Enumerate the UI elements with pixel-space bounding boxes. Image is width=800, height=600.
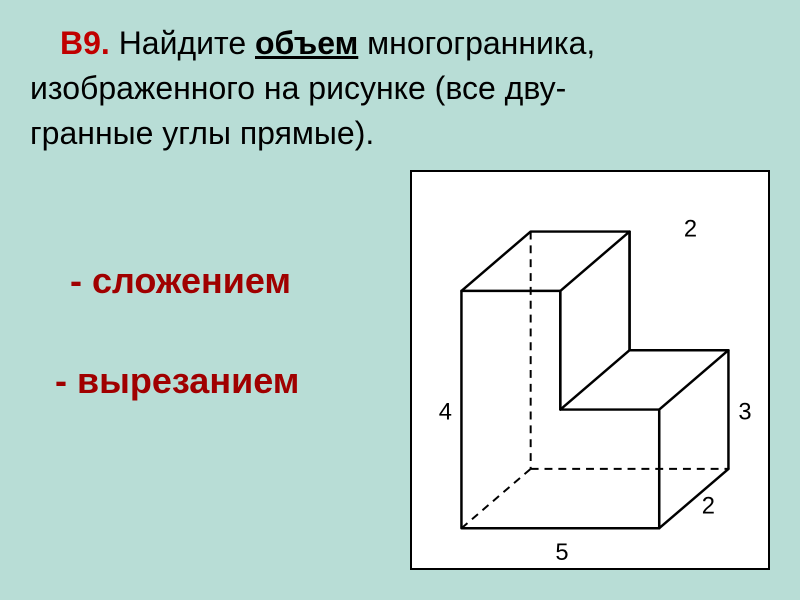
dim-label-3: 2 [702, 493, 715, 519]
dim-label-2: 3 [738, 399, 751, 425]
problem-underlined: объем [255, 25, 358, 61]
problem-text-1a: Найдите [110, 25, 255, 61]
problem-text-1b: многогранника, [358, 25, 595, 61]
method-addition: - сложением [70, 260, 291, 302]
dim-label-5: 4 [439, 399, 452, 425]
method-subtraction: - вырезанием [55, 360, 299, 402]
problem-line-3: гранные углы прямые). [30, 115, 770, 152]
problem-line-1: В9. Найдите объем многогранника, [30, 25, 770, 62]
figure-container: 2 3 2 5 4 [410, 170, 770, 570]
polyhedron-diagram: 2 3 2 5 4 [412, 172, 768, 568]
dim-label-4: 5 [555, 540, 568, 566]
problem-line-2: изображенного на рисунке (все дву- [30, 70, 770, 107]
dim-label-1: 2 [684, 217, 697, 243]
problem-label: В9. [60, 25, 110, 61]
